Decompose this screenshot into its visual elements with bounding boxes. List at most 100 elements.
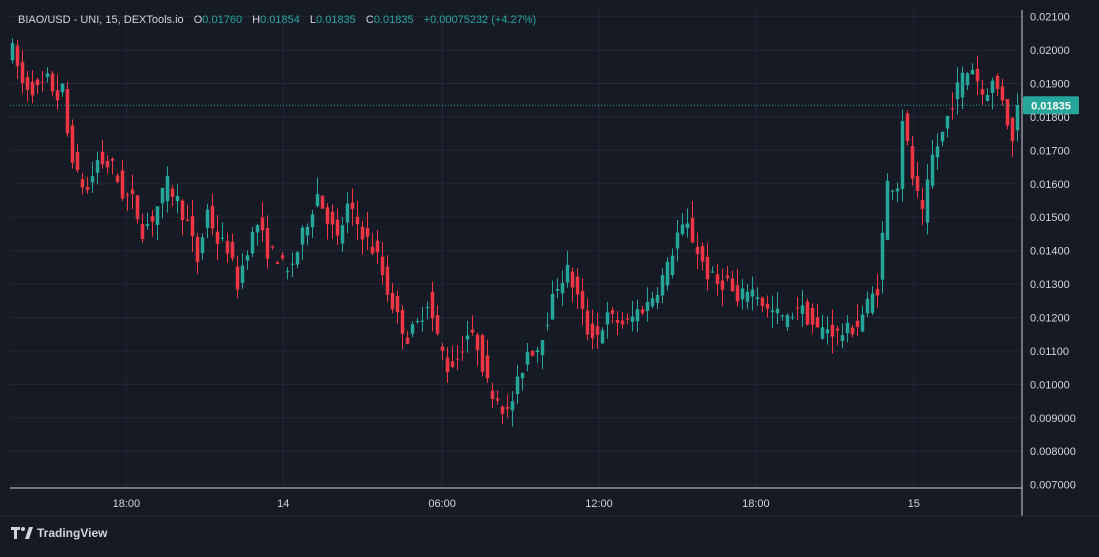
candle bbox=[80, 172, 85, 195]
low-value: 0.01835 bbox=[316, 14, 356, 26]
candle bbox=[115, 173, 120, 184]
candle-body bbox=[920, 200, 925, 210]
candle bbox=[840, 323, 845, 349]
candle-body bbox=[425, 307, 430, 309]
candle-body bbox=[875, 289, 880, 296]
candle bbox=[110, 157, 115, 175]
candle-body bbox=[870, 293, 875, 313]
candle-body bbox=[175, 196, 180, 202]
candle-body bbox=[915, 176, 920, 191]
candle bbox=[755, 287, 760, 307]
candle-body bbox=[170, 188, 175, 197]
tradingview-brand[interactable]: TradingView bbox=[11, 526, 107, 540]
candle-body bbox=[340, 225, 345, 244]
candle bbox=[235, 255, 240, 299]
candle bbox=[455, 345, 460, 371]
candle-body bbox=[800, 305, 805, 314]
candle bbox=[340, 217, 345, 252]
x-tick-label: 06:00 bbox=[428, 498, 456, 510]
candle-body bbox=[830, 324, 835, 337]
candle-body bbox=[265, 228, 270, 259]
candle-body bbox=[835, 328, 840, 331]
candle bbox=[510, 391, 515, 427]
candle bbox=[265, 215, 270, 269]
candle bbox=[425, 301, 430, 320]
candle bbox=[610, 306, 615, 324]
candle bbox=[660, 268, 665, 304]
candle bbox=[1010, 117, 1015, 157]
candle bbox=[355, 200, 360, 241]
y-tick-label: 0.02000 bbox=[1030, 45, 1070, 57]
candle-body bbox=[275, 262, 280, 264]
candle-body bbox=[230, 241, 235, 259]
candle bbox=[190, 199, 195, 253]
candle-body bbox=[650, 298, 655, 307]
candle-body bbox=[105, 160, 110, 168]
candle-body bbox=[850, 327, 855, 335]
candle bbox=[815, 304, 820, 328]
candle-body bbox=[500, 406, 505, 414]
candle-body bbox=[840, 335, 845, 342]
candle bbox=[545, 312, 550, 331]
y-tick-label: 0.01900 bbox=[1030, 79, 1070, 91]
candle-body bbox=[460, 351, 465, 353]
candle-body bbox=[930, 154, 935, 186]
candle bbox=[940, 131, 945, 147]
candle-body bbox=[805, 301, 810, 325]
candle-body bbox=[85, 187, 90, 190]
candle bbox=[410, 321, 415, 338]
candle bbox=[350, 188, 355, 226]
candle-body bbox=[685, 223, 690, 229]
candle bbox=[850, 324, 855, 338]
candle bbox=[420, 307, 425, 332]
candle-body bbox=[350, 202, 355, 210]
candle-body bbox=[910, 146, 915, 179]
candle bbox=[490, 382, 495, 409]
candle-body bbox=[420, 320, 425, 322]
candle bbox=[100, 139, 105, 169]
candle-body bbox=[475, 334, 480, 351]
candle bbox=[230, 233, 235, 262]
candle bbox=[210, 193, 215, 236]
candle bbox=[830, 309, 835, 354]
candle-body bbox=[765, 303, 770, 309]
change-value: +0.00075232 (+4.27%) bbox=[423, 14, 537, 26]
candle-body bbox=[185, 219, 190, 221]
symbol-label: BIAO/USD bbox=[18, 14, 71, 26]
candle-body bbox=[55, 89, 60, 101]
close-label: C bbox=[365, 14, 374, 26]
candle-body bbox=[160, 187, 165, 204]
candle bbox=[150, 210, 155, 237]
candle bbox=[860, 306, 865, 332]
candle-body bbox=[320, 195, 325, 209]
candle-body bbox=[730, 278, 735, 292]
candle-body bbox=[310, 214, 315, 228]
candle-body bbox=[585, 310, 590, 335]
candle-body bbox=[485, 355, 490, 379]
y-tick-label: 0.01200 bbox=[1030, 313, 1070, 325]
y-tick-label: 0.01000 bbox=[1030, 379, 1070, 391]
candle-body bbox=[435, 315, 440, 334]
candle-body bbox=[390, 292, 395, 310]
candle-body bbox=[635, 309, 640, 322]
candle-body bbox=[540, 340, 545, 356]
candle bbox=[960, 66, 965, 110]
candle-body bbox=[545, 325, 550, 327]
candle bbox=[975, 55, 980, 96]
candle bbox=[390, 283, 395, 314]
candle bbox=[555, 278, 560, 299]
candle bbox=[765, 295, 770, 318]
y-tick-label: 0.009000 bbox=[1030, 413, 1076, 425]
candle bbox=[170, 185, 175, 207]
candle-body bbox=[880, 232, 885, 280]
candle-body bbox=[280, 255, 285, 259]
meta-label: - UNI, 15, DEXTools.io bbox=[70, 14, 184, 26]
candle-body bbox=[65, 89, 70, 134]
candle bbox=[205, 203, 210, 239]
last-price-label: 0.01835 bbox=[1031, 100, 1071, 112]
candle bbox=[690, 201, 695, 244]
candle bbox=[345, 192, 350, 234]
x-tick-label: 18:00 bbox=[742, 498, 770, 510]
candle bbox=[160, 187, 165, 219]
